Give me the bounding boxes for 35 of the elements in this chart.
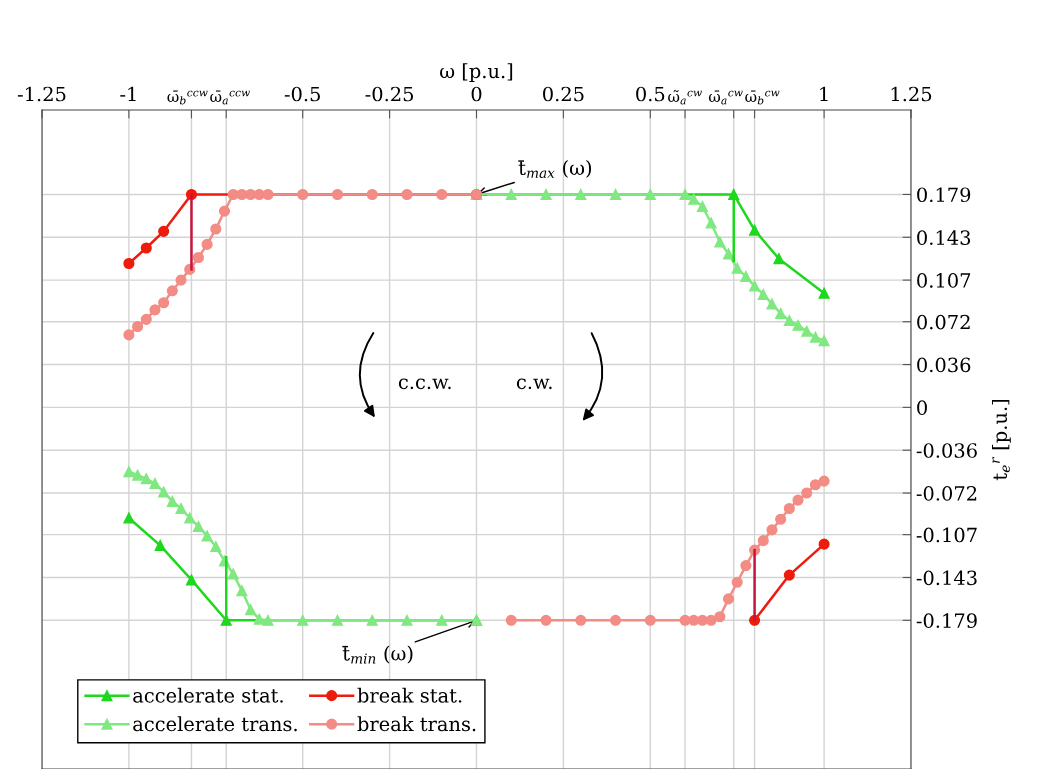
x-tick-label: ω̄$_{b}$$^{ccw}$ — [167, 90, 208, 105]
y-tick-label: -0.107 — [916, 527, 977, 543]
x-tick-label: 0.5 — [636, 86, 665, 102]
x-axis-title: ω [p.u.] — [440, 63, 513, 83]
legend-label: break stat. — [357, 687, 462, 703]
y-tick-label: -0.072 — [916, 485, 977, 501]
y-tick-label: -0.036 — [916, 443, 977, 458]
y-tick-label: 0 — [917, 400, 927, 416]
x-tick-label: -1 — [120, 86, 136, 102]
x-tick-label: -0.25 — [365, 86, 414, 102]
x-tick-label: ω̄$_{a}$$^{cw}$ — [708, 90, 743, 105]
y-tick-label: -0.179 — [916, 613, 977, 628]
annotation: c.w. — [516, 378, 552, 390]
annotation: c.c.w. — [398, 378, 451, 390]
x-tick-label: ω̄$_{b}$$^{cw}$ — [745, 90, 780, 105]
legend-label: accelerate trans. — [133, 716, 297, 732]
annotation: t̄$_{min}$ (ω) — [342, 645, 413, 664]
y-tick-label: 0.072 — [917, 314, 970, 330]
y-axis-title: t$_{e}$$^{r}$ [p.u.] — [991, 399, 1011, 481]
y-tick-label: 0.143 — [917, 230, 971, 245]
x-tick-label: -1.25 — [17, 86, 66, 102]
y-tick-label: -0.143 — [916, 570, 977, 586]
legend-label: break trans. — [357, 716, 476, 732]
y-tick-label: 0.107 — [917, 273, 971, 288]
legend-label: accelerate stat. — [133, 687, 283, 703]
annotation: t̄$_{max}$ (ω) — [518, 160, 592, 179]
x-tick-label: 1.25 — [891, 86, 932, 102]
x-tick-label: 1 — [820, 86, 828, 102]
x-tick-label: ω̄$_{a}$$^{ccw}$ — [210, 90, 250, 105]
y-tick-label: 0.179 — [917, 187, 971, 203]
x-tick-label: -0.5 — [284, 86, 320, 102]
y-tick-label: 0.036 — [917, 357, 971, 373]
x-tick-label: 0.25 — [543, 86, 584, 102]
x-tick-label: ω̃$_{a}$$^{cw}$ — [668, 90, 702, 105]
x-tick-label: 0 — [471, 86, 482, 102]
